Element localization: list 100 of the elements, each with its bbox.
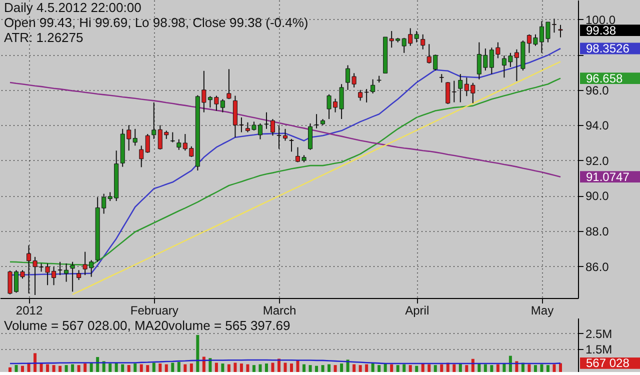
- bar: [271, 362, 274, 372]
- candlestick: [308, 122, 313, 150]
- bar: [290, 364, 293, 372]
- candlestick: [446, 81, 450, 105]
- line-series: [72, 61, 562, 296]
- bar: [140, 364, 143, 372]
- text: Open 99.43, Hi 99.69, Lo 98.98, Close 99.38 (-0.4%) ATR: 1.26275: [4, 15, 308, 45]
- candlestick: [558, 24, 563, 38]
- bar: [384, 364, 387, 372]
- bar: [321, 365, 324, 372]
- bar: [358, 365, 362, 372]
- bar: [171, 362, 174, 372]
- bar: [334, 365, 337, 372]
- bar: [8, 367, 12, 372]
- bar: [121, 364, 124, 372]
- bar: [478, 364, 481, 372]
- bar: [52, 365, 56, 372]
- bar: [46, 364, 50, 372]
- bar: [134, 364, 137, 372]
- bar: [264, 364, 268, 372]
- candlestick: [414, 30, 419, 43]
- candlestick: [314, 114, 319, 129]
- bar: [434, 365, 437, 372]
- y-tick-label: 88.0: [586, 224, 610, 238]
- candlestick: [420, 34, 426, 50]
- text: 98.3526: [586, 41, 630, 56]
- chart-title: Volume = 567 028.00, MA20volume = 565 397.69: [4, 318, 290, 333]
- bar: [502, 364, 506, 372]
- bar: [14, 365, 18, 372]
- bar: [71, 364, 74, 372]
- bar: [77, 365, 80, 372]
- bar: [490, 365, 494, 372]
- bar: [540, 364, 544, 372]
- y-tick-label: 90.0: [586, 189, 610, 204]
- bar: [234, 362, 237, 372]
- x-tick-label: February: [130, 304, 178, 318]
- chart-title: Daily 4.5.2012 22:00:00: [4, 0, 142, 15]
- bar: [64, 365, 68, 372]
- bar: [302, 364, 306, 372]
- bar: [365, 364, 368, 372]
- bar: [465, 365, 468, 372]
- x-tick-label: 2012: [16, 304, 43, 318]
- bar: [177, 362, 180, 372]
- candlestick: [76, 270, 82, 281]
- bar: [127, 365, 130, 372]
- bar: [552, 364, 556, 372]
- y-tick-label: 94.0: [586, 118, 610, 133]
- bar: [328, 364, 331, 372]
- bar: [284, 362, 287, 372]
- candlestick: [132, 128, 138, 146]
- text: 96.658: [586, 71, 624, 86]
- candlestick: [176, 138, 182, 150]
- bar: [164, 364, 168, 372]
- bar: [152, 362, 156, 372]
- bar: [227, 364, 230, 372]
- bar: [408, 365, 412, 372]
- bar: [146, 365, 150, 372]
- text: 567 028: [586, 356, 630, 370]
- bar: [246, 364, 250, 372]
- bar: [184, 364, 187, 372]
- line-series: [9, 82, 562, 178]
- bar: [308, 365, 312, 372]
- bar: [508, 356, 512, 372]
- bar: [496, 364, 500, 372]
- y-tick-label: 96.0: [586, 83, 610, 98]
- bar: [96, 357, 100, 372]
- candlestick: [452, 80, 456, 103]
- bar: [390, 364, 394, 372]
- bar: [546, 365, 550, 372]
- x-tick-label: April: [405, 304, 430, 318]
- y-tick-label: 1.5M: [586, 342, 612, 356]
- bar: [528, 364, 531, 372]
- bar: [258, 364, 262, 372]
- bar: [40, 364, 43, 372]
- bar: [458, 364, 462, 372]
- bar: [58, 366, 62, 372]
- candlestick: [145, 134, 150, 154]
- bar: [340, 364, 344, 372]
- bar: [202, 356, 206, 372]
- bar: [315, 366, 318, 372]
- bar: [190, 364, 193, 372]
- bar: [108, 364, 112, 372]
- bar: [21, 366, 24, 372]
- bar: [534, 365, 537, 372]
- bar: [515, 361, 518, 372]
- bar: [296, 360, 300, 372]
- y-tick-label: 92.0: [586, 154, 610, 168]
- bar: [221, 364, 224, 372]
- x-tick-label: May: [530, 304, 554, 318]
- bar: [415, 366, 418, 372]
- candlestick: [226, 68, 232, 100]
- bar: [240, 364, 243, 372]
- bar: [402, 364, 406, 372]
- candlestick: [289, 138, 294, 152]
- bar: [352, 364, 356, 372]
- text: 91.0747: [586, 170, 630, 184]
- y-tick-label: 86.0: [586, 260, 610, 274]
- bar: [196, 334, 200, 372]
- bar: [252, 365, 256, 372]
- bar: [378, 365, 381, 372]
